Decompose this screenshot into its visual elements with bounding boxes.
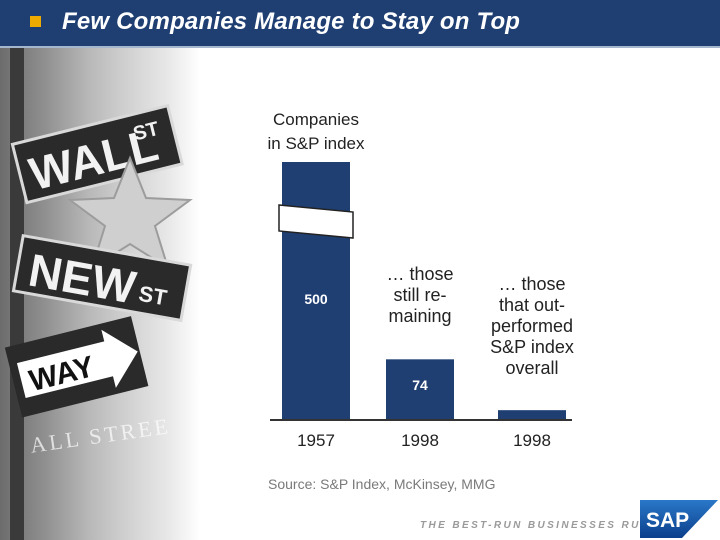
annotation-line: maining xyxy=(388,306,451,326)
bar-1998-1 xyxy=(386,359,454,420)
bar-1998-2 xyxy=(498,410,566,420)
x-tick-label: 1998 xyxy=(401,431,439,450)
star-icon xyxy=(67,155,193,271)
value-label: 74 xyxy=(412,377,428,393)
one-way-arrow-icon: WAY xyxy=(4,316,149,418)
sap-logo: SAP xyxy=(640,500,718,538)
annotation-line: S&P index xyxy=(490,337,574,357)
annotation-line: … those xyxy=(498,274,565,294)
wall-street-photo: WALL ST NEW ST WAY ALL STREE xyxy=(0,48,200,540)
source-note: Source: S&P Index, McKinsey, MMG xyxy=(268,476,496,492)
y-axis-label-line: in S&P index xyxy=(267,134,365,153)
annotation-line: overall xyxy=(505,358,558,378)
annotation-line: still re- xyxy=(394,285,447,305)
x-tick-labels: 1957 1998 1998 xyxy=(297,431,551,450)
y-axis-label-line: Companies xyxy=(273,110,359,129)
header-bar: Few Companies Manage to Stay on Top xyxy=(0,0,720,48)
annotation-line: … those xyxy=(386,264,453,284)
value-label: 500 xyxy=(304,291,328,307)
sap-logo-text: SAP xyxy=(646,509,689,532)
x-tick-label: 1998 xyxy=(513,431,551,450)
y-axis-label: Companies in S&P index xyxy=(267,110,365,153)
header-accent-square xyxy=(30,16,41,27)
footer-tagline: THE BEST-RUN BUSINESSES RUN SAP xyxy=(420,520,684,531)
annotation-line: performed xyxy=(491,316,573,336)
x-tick-label: 1957 xyxy=(297,431,335,450)
annotation-line: that out- xyxy=(499,295,565,315)
sign-text-st2: ST xyxy=(137,281,170,311)
bars-group: 500 74 12 xyxy=(278,162,566,420)
slide-title: Few Companies Manage to Stay on Top xyxy=(62,8,521,35)
value-label: 12 xyxy=(524,392,540,408)
bar-1957-0 xyxy=(282,162,350,420)
axis-break-mark xyxy=(278,204,354,239)
